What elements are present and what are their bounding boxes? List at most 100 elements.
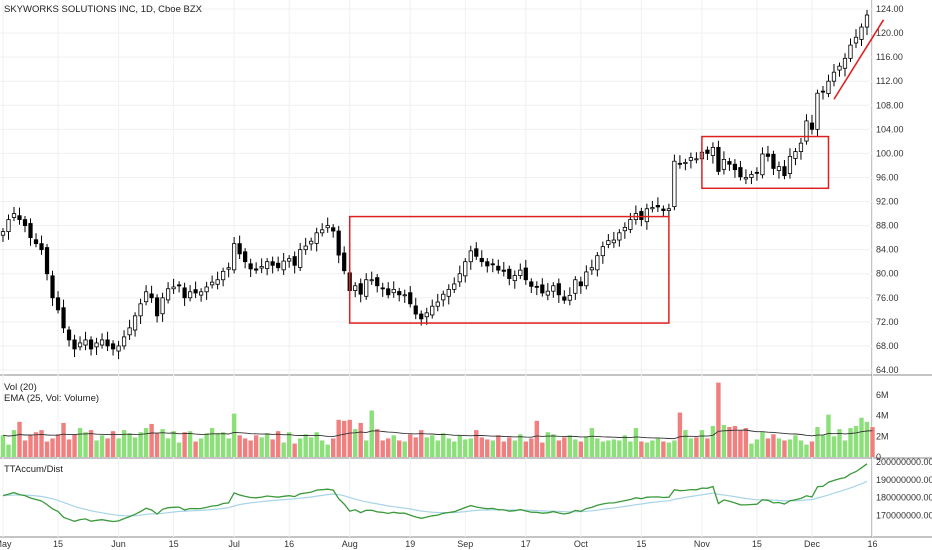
volume-bar	[369, 410, 374, 457]
candle-body	[44, 247, 50, 275]
candle-body	[628, 219, 633, 230]
volume-bar	[358, 422, 363, 457]
volume-bar	[143, 428, 149, 457]
volume-bar	[688, 438, 694, 457]
volume-bar	[485, 439, 490, 457]
candle-body	[342, 252, 347, 272]
volume-bar	[578, 441, 584, 457]
volume-bar	[831, 436, 837, 457]
volume-bar	[286, 432, 292, 457]
volume-bar	[683, 430, 688, 457]
volume-bar	[666, 442, 672, 457]
candle-body	[578, 281, 583, 287]
candle-body	[864, 14, 870, 28]
candle-body	[121, 336, 127, 347]
date-tick-label: Dec	[804, 539, 821, 549]
volume-bar	[220, 432, 226, 457]
candle-body	[380, 287, 385, 290]
volume-bar	[798, 440, 804, 457]
candle-body	[353, 285, 358, 291]
volume-bar	[633, 428, 639, 457]
candle-body	[463, 261, 468, 277]
candle-body	[72, 339, 77, 350]
volume-bar	[545, 432, 551, 457]
date-tick-label: 15	[636, 539, 646, 549]
volume-bar	[314, 432, 319, 457]
price-tick-label: 88.00	[876, 221, 899, 231]
candle-body	[622, 227, 627, 232]
candle-body	[501, 269, 506, 272]
candle-body	[221, 270, 226, 281]
candle-body	[160, 297, 165, 315]
volume-bar	[650, 440, 655, 457]
candle-body	[226, 267, 231, 270]
candle-body	[512, 275, 517, 282]
candle-body	[710, 146, 716, 156]
volume-bar	[242, 438, 248, 457]
volume-bar	[50, 438, 55, 457]
candle-body	[727, 161, 732, 165]
volume-bar	[33, 432, 39, 457]
volume-bar	[11, 430, 17, 457]
volume-bar	[138, 432, 143, 457]
candle-body	[765, 153, 771, 157]
candle-body	[661, 208, 666, 211]
candle-body	[314, 232, 319, 244]
date-tick-label: Aug	[342, 539, 358, 549]
volume-bar	[193, 441, 198, 457]
price-tick-label: 100.00	[876, 148, 904, 158]
candle-body	[248, 263, 253, 270]
candle-body	[419, 313, 424, 320]
date-tick-label: 17	[521, 539, 531, 549]
candle-body	[457, 273, 462, 283]
candle-body	[237, 243, 242, 255]
candle-body	[716, 146, 721, 172]
annotation-box	[348, 215, 670, 324]
candle-body	[320, 229, 325, 234]
candle-body	[424, 312, 429, 318]
volume-bar	[463, 439, 468, 457]
candle-body	[721, 159, 727, 170]
price-tick-label: 112.00	[876, 76, 903, 86]
date-tick-label: 16	[867, 539, 877, 549]
ema-legend: EMA (25, Vol: Volume)	[4, 393, 100, 404]
volume-bar	[270, 439, 275, 457]
candle-body	[644, 208, 649, 223]
volume-bar	[116, 438, 121, 457]
candle-body	[17, 215, 22, 220]
candle-body	[77, 342, 83, 348]
candle-body	[132, 315, 138, 331]
volume-bar	[496, 435, 501, 457]
volume-bar	[677, 412, 683, 457]
volume-tick-label: 4M	[876, 411, 889, 421]
volume-bar	[94, 440, 99, 457]
volume-bar	[149, 423, 154, 457]
candle-body	[859, 26, 864, 40]
volume-bar	[776, 438, 782, 457]
volume-bar	[606, 440, 611, 457]
candle-body	[149, 293, 154, 299]
candle-body	[584, 271, 589, 287]
date-tick-label: Jul	[228, 539, 240, 549]
date-tick-label: 19	[405, 539, 415, 549]
candle-body	[281, 260, 286, 271]
candle-body	[507, 268, 512, 279]
candle-body	[452, 283, 457, 290]
volume-bar	[512, 440, 517, 457]
candle-body	[99, 339, 105, 346]
price-tick-label: 92.00	[876, 197, 899, 207]
candle-body	[518, 269, 523, 276]
volume-bar	[160, 429, 165, 457]
volume-bar	[253, 435, 259, 457]
volume-bar	[765, 438, 771, 457]
volume-bar	[639, 441, 644, 457]
volume-bar	[705, 438, 710, 457]
volume-bar	[22, 440, 28, 457]
candle-body	[259, 266, 264, 269]
date-tick-label: Oct	[574, 539, 589, 549]
accum-signal-line	[2, 480, 868, 517]
candle-body	[165, 288, 171, 301]
volume-bar	[628, 441, 633, 457]
date-tick-label: Sep	[457, 539, 473, 549]
